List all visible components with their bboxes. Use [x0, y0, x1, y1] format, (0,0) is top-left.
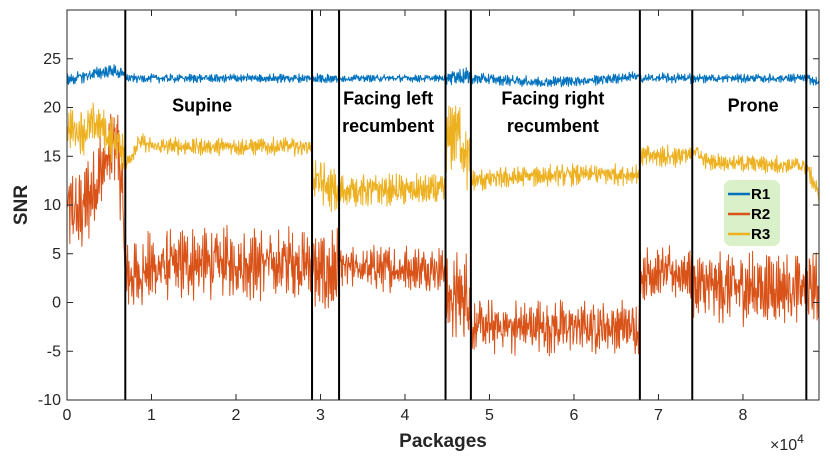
y-tick-label: 0	[52, 295, 61, 312]
series-r2-segment	[445, 252, 472, 338]
series-r2-segment	[639, 245, 693, 301]
y-tick-label: 10	[43, 197, 61, 214]
series-r1-segment	[124, 73, 313, 84]
y-tick-label: 15	[43, 148, 61, 165]
x-tick-label: 0	[63, 407, 72, 424]
legend-label-r2: R2	[751, 206, 770, 223]
y-tick-label: -5	[47, 343, 61, 360]
series-r1	[66, 64, 820, 88]
series-r1-segment	[445, 67, 472, 86]
x-axis-exponent: ×104	[770, 432, 804, 454]
series-r2-segment	[66, 113, 126, 268]
legend: R1 R2 R3	[724, 180, 780, 246]
series-r3-segment	[338, 172, 446, 207]
annotation-label: recumbent	[507, 116, 599, 136]
legend-label-r3: R3	[751, 226, 770, 243]
x-axis-exponent-power: 4	[797, 432, 804, 446]
series-r3-segment	[66, 102, 126, 171]
series-r2-segment	[338, 244, 446, 294]
series-r3-segment	[124, 133, 313, 169]
series-r3-segment	[639, 144, 693, 168]
annotation-label: recumbent	[342, 116, 434, 136]
y-tick-label: -10	[38, 392, 61, 409]
x-tick-label: 7	[654, 407, 663, 424]
x-tick-label: 3	[316, 407, 325, 424]
segment-boundaries	[124, 10, 808, 400]
series-r1-segment	[691, 73, 820, 86]
series-r2-segment	[470, 299, 641, 357]
x-tick-label: 1	[147, 407, 156, 424]
series-r2-segment	[311, 227, 340, 309]
series-r1-segment	[639, 72, 693, 85]
annotation-label: Facing left	[343, 89, 433, 109]
series-r3-segment	[691, 145, 820, 204]
x-axis-exponent-base: ×10	[770, 437, 797, 454]
series-r1-segment	[66, 64, 126, 85]
series-r2	[66, 113, 820, 357]
y-tick-label: 20	[43, 100, 61, 117]
series-r1-segment	[311, 73, 340, 84]
x-tick-label: 8	[739, 407, 748, 424]
annotation-label: Supine	[172, 95, 232, 115]
y-tick-label: 25	[43, 51, 61, 68]
x-tick-label: 6	[570, 407, 579, 424]
x-tick-label: 5	[485, 407, 494, 424]
y-tick-label: 5	[52, 246, 61, 263]
series-r2-segment	[691, 250, 820, 328]
y-axis-title: SNR	[11, 185, 32, 225]
series-r1-segment	[338, 74, 446, 83]
series-r1-segment	[470, 71, 641, 88]
plot-frame	[66, 9, 820, 401]
legend-box	[724, 180, 780, 246]
annotation-label: Prone	[728, 95, 779, 115]
series-r3	[66, 102, 820, 213]
series-r3-segment	[445, 105, 472, 191]
legend-label-r1: R1	[751, 186, 770, 203]
series-r3-segment	[311, 156, 340, 213]
x-axis-title: Packages	[399, 431, 487, 452]
series-r3-segment	[470, 163, 641, 191]
x-tick-label: 4	[401, 407, 410, 424]
annotations: Supine Facing left recumbent Facing right re…	[172, 89, 778, 136]
series-layer	[66, 64, 820, 357]
series-r2-segment	[124, 224, 313, 306]
annotation-label: Facing right	[501, 89, 604, 109]
x-tick-label: 2	[232, 407, 241, 424]
axis-ticks: 0 1 2 3 4 5 6 7 8 -10 -5 0 5 10 15 20 25	[38, 10, 819, 424]
